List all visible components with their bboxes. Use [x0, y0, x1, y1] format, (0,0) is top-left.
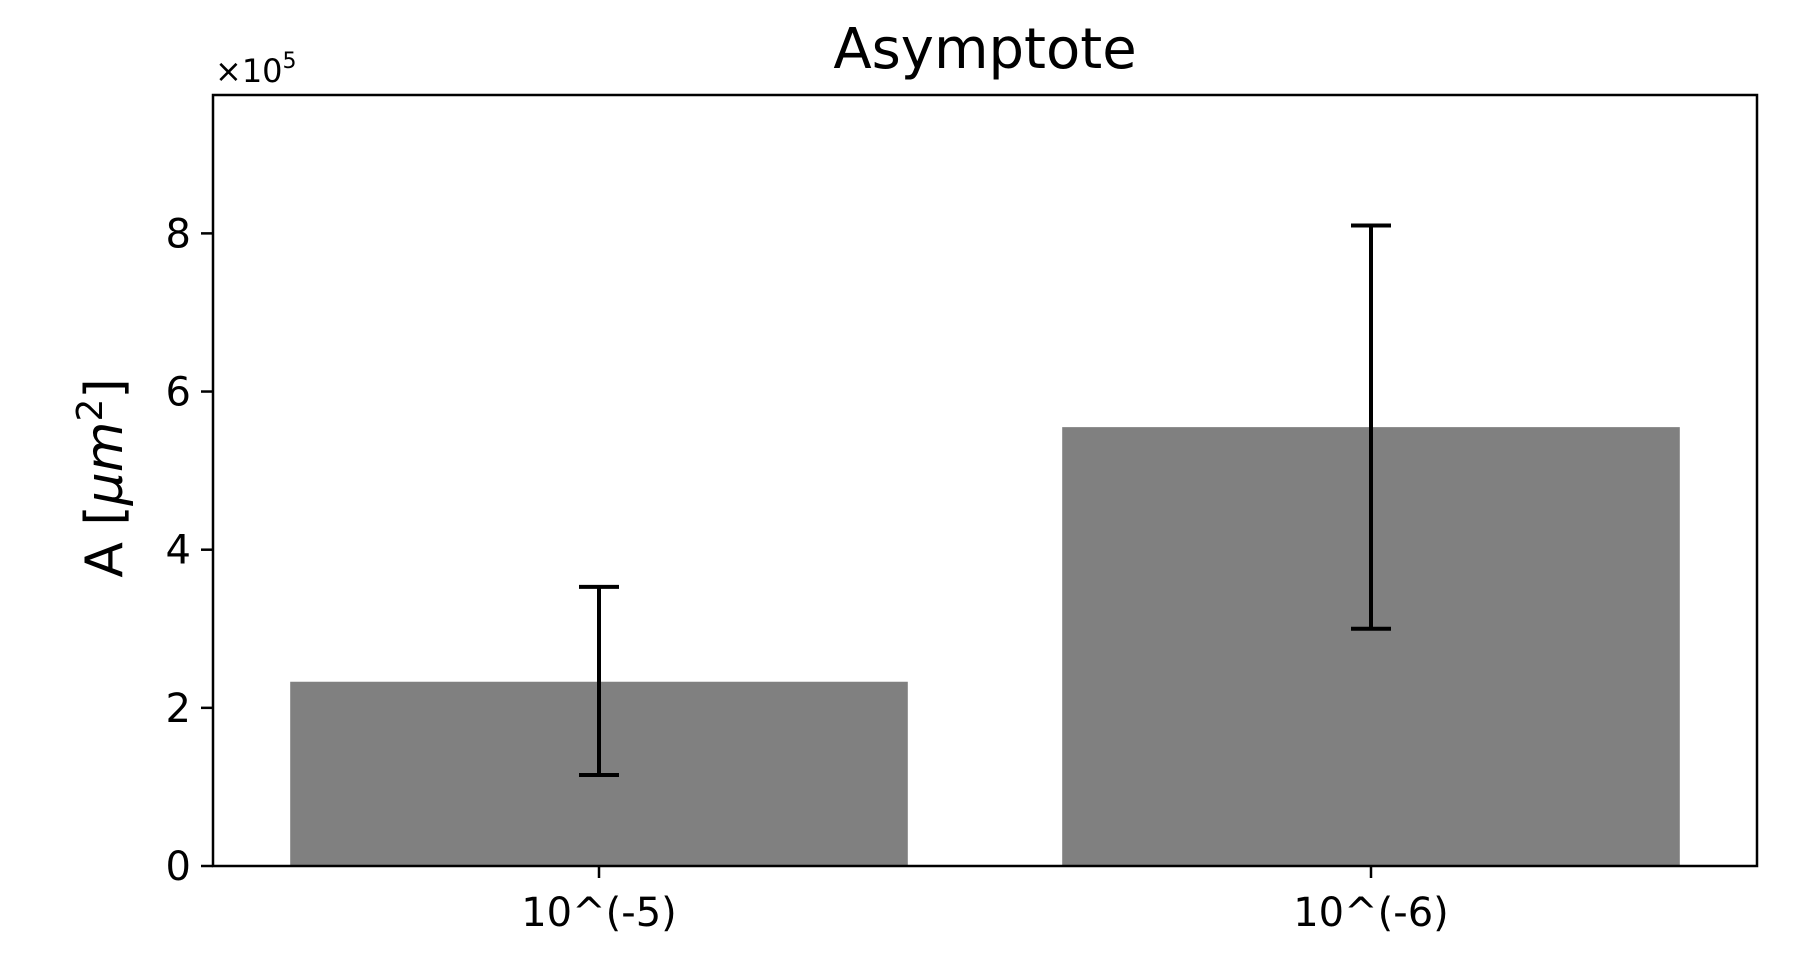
x-tick-label: 10^(-5)	[521, 890, 677, 936]
chart-title: Asymptote	[833, 17, 1136, 82]
y-axis-offset-label: ×105	[215, 49, 297, 90]
y-tick-label: 2	[166, 686, 191, 732]
y-tick-label: 6	[166, 370, 191, 416]
axes-frame	[211, 93, 1759, 868]
y-axis-label: A [μm2]	[70, 378, 135, 577]
plot-area: 0 2 4 6 8 10^(-5) 10^(-6)	[166, 93, 1759, 936]
y-tick-label: 4	[166, 528, 191, 574]
y-tick-label: 0	[166, 844, 191, 890]
x-tick-label: 10^(-6)	[1293, 890, 1449, 936]
y-tick-label: 8	[166, 211, 191, 257]
